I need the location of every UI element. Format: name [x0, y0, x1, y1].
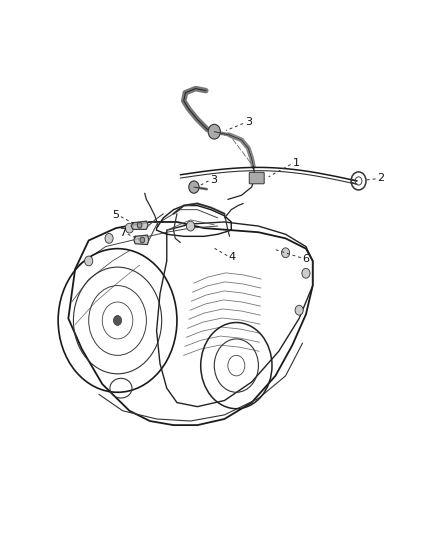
Circle shape: [125, 223, 134, 233]
Circle shape: [302, 268, 310, 278]
Circle shape: [187, 221, 194, 231]
Text: 1: 1: [293, 158, 300, 168]
Polygon shape: [131, 221, 148, 229]
Circle shape: [282, 248, 290, 257]
Text: 3: 3: [245, 117, 252, 127]
Circle shape: [113, 316, 122, 325]
Text: 7: 7: [119, 228, 126, 238]
Circle shape: [189, 181, 199, 193]
Text: 5: 5: [113, 211, 119, 221]
Circle shape: [140, 237, 145, 243]
Circle shape: [295, 305, 303, 315]
Text: 4: 4: [228, 252, 236, 262]
Text: 2: 2: [377, 173, 384, 183]
Text: 6: 6: [303, 254, 309, 264]
Text: 3: 3: [210, 175, 217, 185]
Circle shape: [85, 256, 93, 266]
Circle shape: [137, 222, 142, 228]
Circle shape: [105, 233, 113, 243]
Polygon shape: [134, 235, 149, 245]
Circle shape: [208, 124, 220, 139]
FancyBboxPatch shape: [249, 172, 264, 184]
